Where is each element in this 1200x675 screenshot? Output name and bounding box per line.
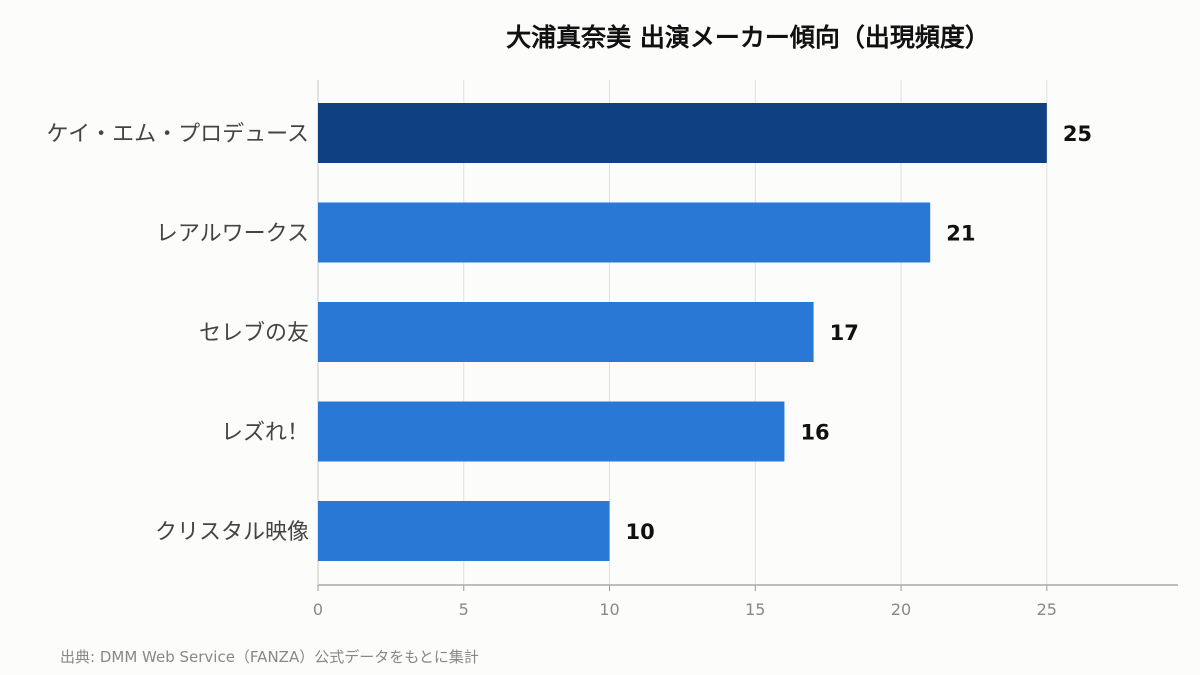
x-tick-label: 15 [745, 600, 765, 619]
category-label: レズれ！ [221, 421, 309, 446]
value-label: 25 [1063, 122, 1092, 146]
x-tick-label: 25 [1037, 600, 1057, 619]
category-label: レアルワークス [156, 222, 309, 247]
value-label: 21 [946, 222, 975, 246]
chart-title: 大浦真奈美 出演メーカー傾向（出現頻度） [506, 23, 990, 52]
bar [318, 302, 814, 362]
bars [318, 103, 1047, 561]
value-label: 17 [830, 321, 859, 345]
x-tick-label: 0 [313, 600, 323, 619]
bar [318, 202, 931, 263]
category-label: クリスタル映像 [155, 520, 309, 545]
value-label: 16 [800, 421, 829, 445]
x-axis: 0 5 10 15 20 25 [313, 584, 1178, 619]
bar [318, 103, 1047, 163]
source-note: 出典: DMM Web Service（FANZA）公式データをもとに集計 [60, 648, 479, 666]
x-tick-label: 10 [599, 600, 619, 619]
bar [318, 501, 610, 561]
labels: ケイ・エム・プロデュース 25 レアルワークス 21 セレブの友 17 レズれ！ 16 クリスタ… [47, 122, 1093, 545]
bar [318, 401, 785, 462]
value-label: 10 [626, 520, 655, 544]
x-tick-label: 5 [459, 600, 469, 619]
category-label: ケイ・エム・プロデュース [47, 122, 309, 147]
x-tick-label: 20 [891, 600, 911, 619]
category-label: セレブの友 [199, 321, 309, 346]
